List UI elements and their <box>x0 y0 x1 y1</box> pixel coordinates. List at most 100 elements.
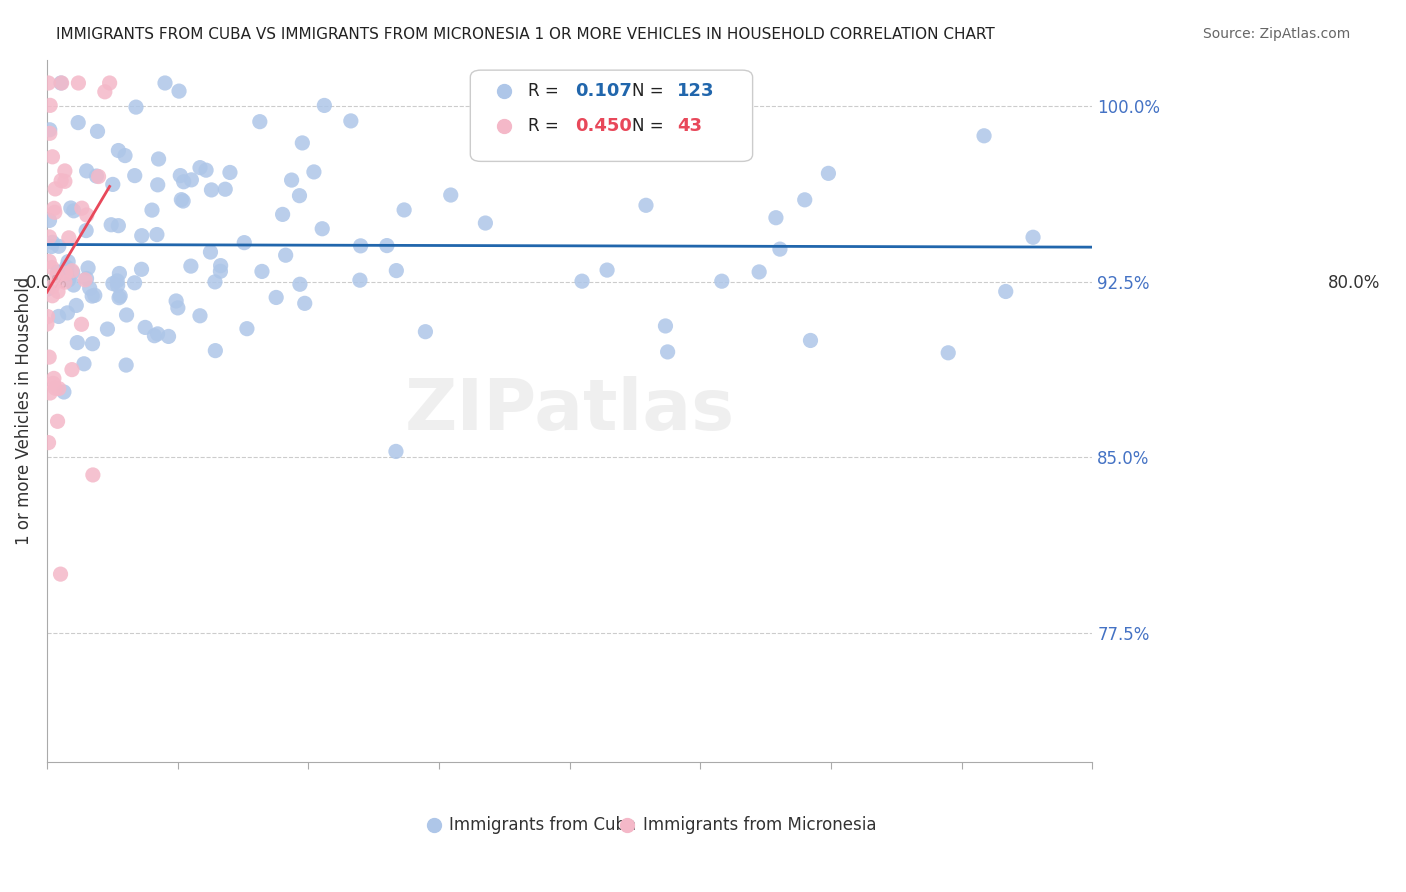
Point <box>53 164 76 178</box>
Point <box>42 371 65 385</box>
Point <box>302 165 325 179</box>
Text: N =: N = <box>633 82 664 100</box>
Point <box>42 376 65 391</box>
Point <box>180 259 202 273</box>
Point <box>87 169 110 184</box>
Point <box>167 84 190 98</box>
Point <box>817 166 839 180</box>
Point <box>82 467 104 482</box>
Point <box>100 218 122 232</box>
Point <box>146 178 169 192</box>
Point <box>101 277 124 291</box>
Point <box>200 245 222 260</box>
Point <box>271 207 294 221</box>
Point <box>607 321 630 335</box>
Point <box>38 122 60 136</box>
Point <box>294 296 316 310</box>
Point <box>44 182 66 196</box>
Point <box>46 414 69 428</box>
Point <box>83 288 105 302</box>
Point <box>250 264 273 278</box>
Point <box>204 343 226 358</box>
Point <box>76 164 98 178</box>
Point <box>76 208 98 222</box>
Text: IMMIGRANTS FROM CUBA VS IMMIGRANTS FROM MICRONESIA 1 OR MORE VEHICLES IN HOUSEHO: IMMIGRANTS FROM CUBA VS IMMIGRANTS FROM … <box>56 27 995 42</box>
Point <box>188 309 211 323</box>
Point <box>288 188 311 202</box>
Point <box>219 165 242 179</box>
Point <box>131 262 153 277</box>
Point <box>49 567 72 582</box>
Point <box>188 161 211 175</box>
Point <box>98 76 121 90</box>
Point <box>169 169 191 183</box>
Point <box>291 136 314 150</box>
Point <box>48 310 70 324</box>
Text: R =: R = <box>527 117 558 136</box>
Point <box>125 100 148 114</box>
Point <box>440 188 463 202</box>
Point <box>55 266 77 280</box>
Point <box>67 115 90 129</box>
Point <box>280 173 302 187</box>
Point <box>105 274 128 288</box>
Point <box>41 279 63 293</box>
Point <box>38 254 60 268</box>
Point <box>38 435 60 450</box>
Point <box>35 317 58 331</box>
Point <box>311 221 333 235</box>
Point <box>157 329 180 343</box>
Point <box>41 260 63 275</box>
Point <box>65 298 87 312</box>
Point <box>657 345 679 359</box>
Point <box>66 335 89 350</box>
Point <box>143 328 166 343</box>
Point <box>173 175 195 189</box>
Point <box>56 306 79 320</box>
Point <box>70 318 93 332</box>
Point <box>67 76 90 90</box>
Point <box>654 318 676 333</box>
Y-axis label: 1 or more Vehicles in Household: 1 or more Vehicles in Household <box>15 277 32 545</box>
Text: Immigrants from Cuba: Immigrants from Cuba <box>450 816 637 834</box>
Point <box>86 169 108 183</box>
Point <box>170 193 193 207</box>
Point <box>124 276 146 290</box>
Text: R =: R = <box>527 82 558 100</box>
Point <box>571 274 593 288</box>
Point <box>37 76 59 90</box>
Point <box>62 203 84 218</box>
Point <box>114 148 136 162</box>
Point <box>37 282 59 296</box>
Point <box>200 183 222 197</box>
Point <box>264 290 287 304</box>
Point <box>214 182 236 196</box>
Point <box>141 203 163 218</box>
Point <box>994 285 1017 299</box>
Point <box>62 278 84 293</box>
Point <box>42 202 65 216</box>
Point <box>107 219 129 233</box>
Point <box>75 273 97 287</box>
Point <box>375 238 398 252</box>
Point <box>748 265 770 279</box>
Point <box>101 178 124 192</box>
Point <box>153 76 176 90</box>
Text: N =: N = <box>633 117 664 136</box>
Point <box>607 204 630 219</box>
Point <box>41 235 63 250</box>
Point <box>209 259 232 273</box>
Point <box>314 98 336 112</box>
Point <box>73 357 96 371</box>
Point <box>51 174 73 188</box>
Point <box>634 198 657 212</box>
Point <box>274 248 297 262</box>
Point <box>392 202 415 217</box>
Point <box>48 239 70 253</box>
Point <box>973 128 995 143</box>
Point <box>44 205 66 219</box>
Point <box>134 320 156 334</box>
Point <box>249 114 271 128</box>
Point <box>233 235 256 250</box>
Point <box>107 278 129 293</box>
